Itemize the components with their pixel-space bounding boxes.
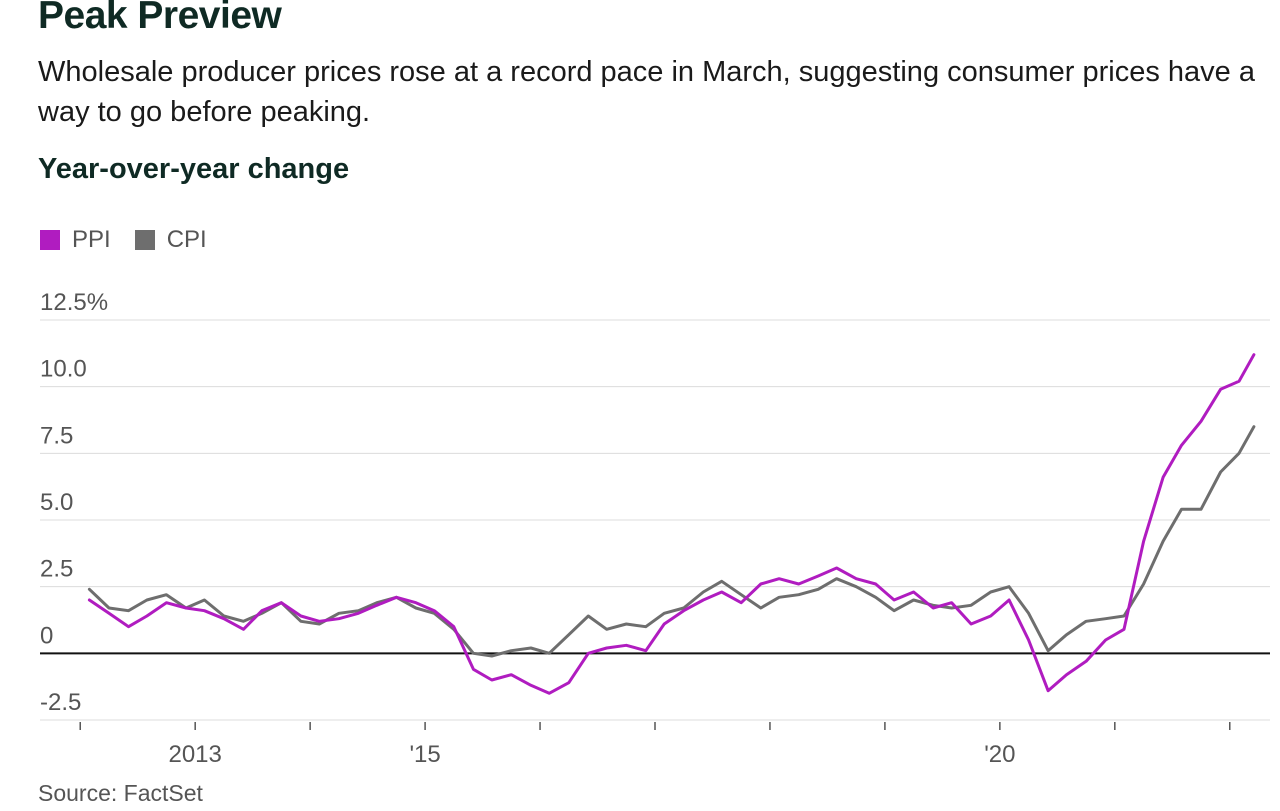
series-line-ppi — [87, 353, 1256, 695]
x-tick-label: '20 — [984, 741, 1015, 768]
legend-item-ppi: PPI — [40, 226, 111, 254]
y-tick-label: 12.5% — [40, 289, 108, 316]
x-tick-label: 2013 — [168, 741, 221, 768]
legend-label-ppi: PPI — [72, 226, 111, 253]
source-note: Source: FactSet — [38, 780, 203, 806]
y-tick-label: 10.0 — [40, 356, 87, 383]
legend-swatch-cpi — [134, 230, 155, 250]
legend-item-cpi: CPI — [134, 226, 207, 254]
x-tick-label: '15 — [409, 741, 440, 768]
legend: PPI CPI — [40, 226, 231, 254]
y-tick-label: 0 — [40, 622, 53, 649]
y-tick-label: 2.5 — [40, 556, 73, 583]
chart-subtitle: Wholesale producer prices rose at a reco… — [38, 56, 1255, 128]
chart-title: Peak Preview — [38, 0, 282, 37]
legend-swatch-ppi — [40, 230, 60, 250]
series-line-cpi — [87, 425, 1256, 658]
y-axis-label: Year-over-year change — [38, 153, 350, 185]
y-tick-label: 7.5 — [40, 422, 73, 449]
y-tick-label: -2.5 — [40, 689, 81, 716]
y-tick-label: 5.0 — [40, 489, 73, 516]
legend-label-cpi: CPI — [166, 226, 207, 253]
